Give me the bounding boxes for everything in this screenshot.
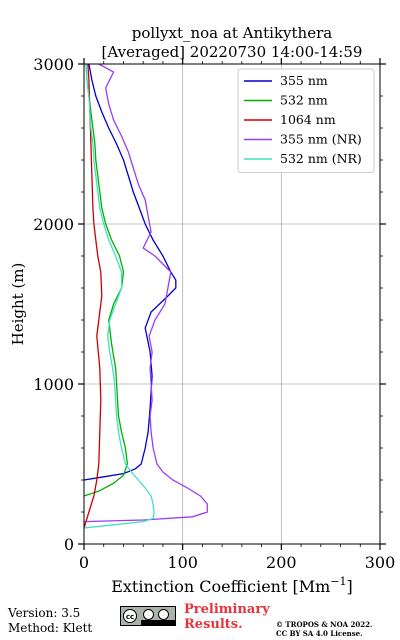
series-line — [83, 63, 155, 529]
y-tick-label: 2000 — [33, 215, 74, 234]
x-tick-label: 0 — [79, 553, 89, 572]
copyright-line2: CC BY SA 4.0 License. — [276, 629, 363, 638]
x-axis-label-sup: −1 — [330, 575, 346, 588]
series-line — [83, 63, 208, 523]
copyright-line1: © TROPOS & NOA 2022. — [276, 620, 373, 629]
y-axis-label: Height (m) — [9, 263, 27, 346]
cc-license-badge: cc — [120, 606, 176, 626]
x-tick-label: 200 — [266, 553, 297, 572]
preliminary-results: Preliminary Results. — [184, 602, 270, 632]
chart-title-line1: pollyxt_noa at Antikythera — [132, 24, 332, 42]
cc-icon: cc — [123, 609, 137, 623]
legend-box — [237, 68, 375, 173]
x-tick-label: 100 — [167, 553, 198, 572]
x-axis-label: Extinction Coefficient [Mm−1] — [111, 575, 353, 596]
legend-label: 355 nm — [280, 73, 328, 88]
version-label: Version: 3.5 — [8, 606, 81, 620]
x-axis-label-end: ] — [347, 577, 353, 596]
legend: 355 nm 532 nm 1064 nm 355 nm (NR) 532 nm (NR… — [237, 68, 375, 173]
series-line — [83, 63, 103, 529]
plot-frame — [83, 63, 381, 545]
legend-label: 355 nm (NR) — [280, 132, 362, 147]
y-tick-label: 3000 — [33, 55, 74, 74]
x-tick-label: 300 — [365, 553, 396, 572]
series-lines — [83, 63, 208, 529]
legend-label: 532 nm (NR) — [280, 151, 362, 166]
x-axis-label-text: Extinction Coefficient [Mm — [111, 577, 330, 596]
legend-label: 532 nm — [280, 93, 328, 108]
method-label: Method: Klett — [8, 621, 93, 635]
chart-title-line2: [Averaged] 20220730 14:00-14:59 — [102, 43, 363, 61]
license-strip — [141, 620, 175, 625]
by-icon — [143, 609, 154, 620]
legend-label: 1064 nm — [280, 112, 336, 127]
y-tick-label: 1000 — [33, 375, 74, 394]
copyright: © TROPOS & NOA 2022. CC BY SA 4.0 Licens… — [276, 620, 400, 638]
y-tick-label: 0 — [64, 535, 74, 554]
series-line — [83, 63, 177, 481]
sa-icon — [158, 609, 169, 620]
